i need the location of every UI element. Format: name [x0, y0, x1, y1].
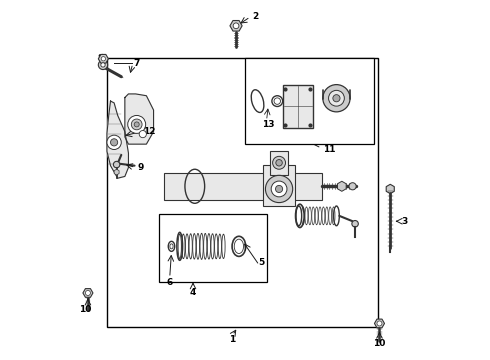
- Circle shape: [98, 60, 108, 69]
- Bar: [283, 85, 313, 128]
- Circle shape: [323, 85, 350, 112]
- Text: 10: 10: [373, 339, 386, 348]
- Circle shape: [131, 119, 142, 130]
- Bar: [159, 214, 267, 282]
- Polygon shape: [125, 94, 153, 144]
- Text: 5: 5: [258, 258, 264, 267]
- Circle shape: [266, 175, 293, 203]
- Polygon shape: [107, 101, 128, 178]
- Ellipse shape: [352, 221, 358, 227]
- Circle shape: [128, 116, 146, 134]
- Bar: [245, 58, 374, 144]
- Circle shape: [134, 122, 139, 127]
- Bar: [270, 151, 288, 175]
- Circle shape: [139, 131, 147, 138]
- Circle shape: [349, 183, 356, 190]
- Text: 13: 13: [262, 120, 274, 129]
- Text: 9: 9: [137, 163, 144, 172]
- Text: 10: 10: [79, 305, 92, 314]
- Bar: [164, 173, 322, 200]
- Circle shape: [101, 57, 105, 61]
- Text: 4: 4: [190, 288, 196, 297]
- Circle shape: [111, 139, 118, 146]
- Circle shape: [275, 185, 283, 193]
- Circle shape: [101, 63, 105, 67]
- Text: 3: 3: [401, 217, 407, 226]
- Circle shape: [276, 159, 282, 166]
- Circle shape: [377, 321, 382, 326]
- Text: 2: 2: [252, 12, 258, 21]
- Circle shape: [272, 156, 286, 169]
- Circle shape: [329, 90, 344, 106]
- Text: 1: 1: [229, 335, 236, 344]
- Ellipse shape: [113, 161, 120, 168]
- Bar: [263, 165, 295, 206]
- Text: 11: 11: [323, 145, 336, 154]
- Circle shape: [233, 23, 239, 29]
- Text: 12: 12: [143, 127, 155, 136]
- Circle shape: [85, 291, 91, 296]
- Circle shape: [333, 95, 340, 102]
- Bar: [107, 58, 378, 327]
- Circle shape: [107, 135, 122, 149]
- Text: 7: 7: [134, 59, 140, 68]
- Text: 8: 8: [97, 54, 103, 63]
- Circle shape: [271, 181, 287, 197]
- Text: 6: 6: [167, 278, 173, 287]
